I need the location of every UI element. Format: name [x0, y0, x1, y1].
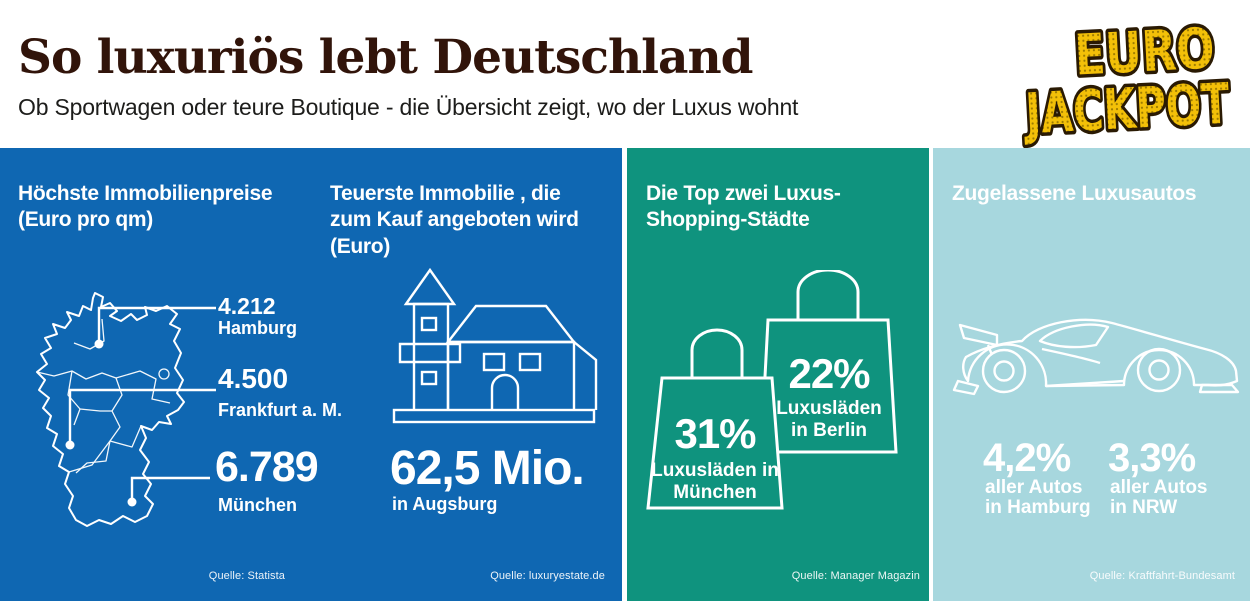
stat-value-muenchen: 6.789 — [215, 443, 319, 491]
stat-label-nrw-cars-2: in NRW — [1110, 497, 1178, 518]
panel-title-line: zum Kauf angeboten wird — [330, 208, 579, 232]
stat-label-muenchen: München — [218, 495, 297, 515]
stat-label-hamburg-cars-2: in Hamburg — [985, 497, 1091, 518]
panel-title-line: Höchste Immobilienpreise — [18, 182, 273, 205]
stat-value-nrw-cars: 3,3% — [1108, 436, 1196, 480]
stat-label-nrw-cars-1: aller Autos — [1110, 477, 1208, 498]
villa-house-icon — [392, 267, 598, 424]
sports-car-icon — [952, 318, 1240, 396]
stat-value-berlin: 22% — [788, 350, 870, 397]
panel-title-shopping: Die Top zwei Luxus- Shopping-Städte — [646, 181, 841, 234]
stat-value-muenchen-shopping: 31% — [674, 410, 756, 457]
panel-title-line: (Euro pro qm) — [18, 208, 153, 232]
source-manager-magazin: Quelle: Manager Magazin — [791, 570, 920, 582]
panel-title-line: Zugelassene Luxusautos — [952, 182, 1197, 205]
hamburg-dot — [94, 339, 104, 349]
page-subtitle: Ob Sportwagen oder teure Boutique - die … — [18, 94, 799, 120]
stat-value-hamburg: 4.212 — [218, 293, 276, 319]
panel-title-line: Teuerste Immobilie , die — [330, 182, 561, 205]
panel-shopping — [627, 148, 929, 601]
panel-title-line: (Euro) — [330, 234, 391, 258]
stat-label-property: in Augsburg — [392, 494, 498, 514]
eurojackpot-logo: EURO JACKPOT — [1018, 13, 1235, 150]
panel-title-line: Die Top zwei Luxus- — [646, 182, 841, 205]
source-luxuryestate: Quelle: luxuryestate.de — [490, 570, 605, 582]
panel-real-estate — [0, 148, 622, 601]
panel-title-line: Shopping-Städte — [646, 208, 810, 232]
stat-label-hamburg: Hamburg — [218, 318, 298, 338]
source-kraftfahrt-bundesamt: Quelle: Kraftfahrt-Bundesamt — [1089, 570, 1235, 582]
stat-label-hamburg-cars-1: aller Autos — [985, 477, 1083, 498]
source-statista: Quelle: Statista — [208, 570, 285, 582]
stat-label-frankfurt: Frankfurt a. M. — [218, 400, 343, 420]
germany-map-icon — [36, 292, 216, 527]
stat-value-hamburg-cars: 4,2% — [983, 436, 1071, 480]
stat-value-frankfurt: 4.500 — [218, 363, 289, 394]
shopping-bags-icon — [646, 270, 898, 510]
panel-title-immobilienpreise: Höchste Immobilienpreise (Euro pro qm) — [18, 181, 273, 234]
muenchen-dot — [127, 497, 137, 507]
panel-title-luxusautos: Zugelassene Luxusautos — [952, 181, 1197, 207]
stat-label-berlin: Luxusläden in Berlin — [776, 398, 882, 442]
page-title: So luxuriös lebt Deutschland — [18, 30, 753, 85]
stat-label-muenchen-shopping: Luxusläden in München — [651, 460, 779, 504]
panel-luxury-cars — [933, 148, 1250, 601]
panel-title-teuerste-immobilie: Teuerste Immobilie , die zum Kauf angebo… — [330, 181, 579, 260]
logo-line-jackpot: JACKPOT — [1021, 72, 1231, 148]
stat-value-property: 62,5 Mio. — [390, 442, 585, 495]
logo-line-euro: EURO — [1073, 16, 1216, 88]
frankfurt-dot — [65, 440, 75, 450]
